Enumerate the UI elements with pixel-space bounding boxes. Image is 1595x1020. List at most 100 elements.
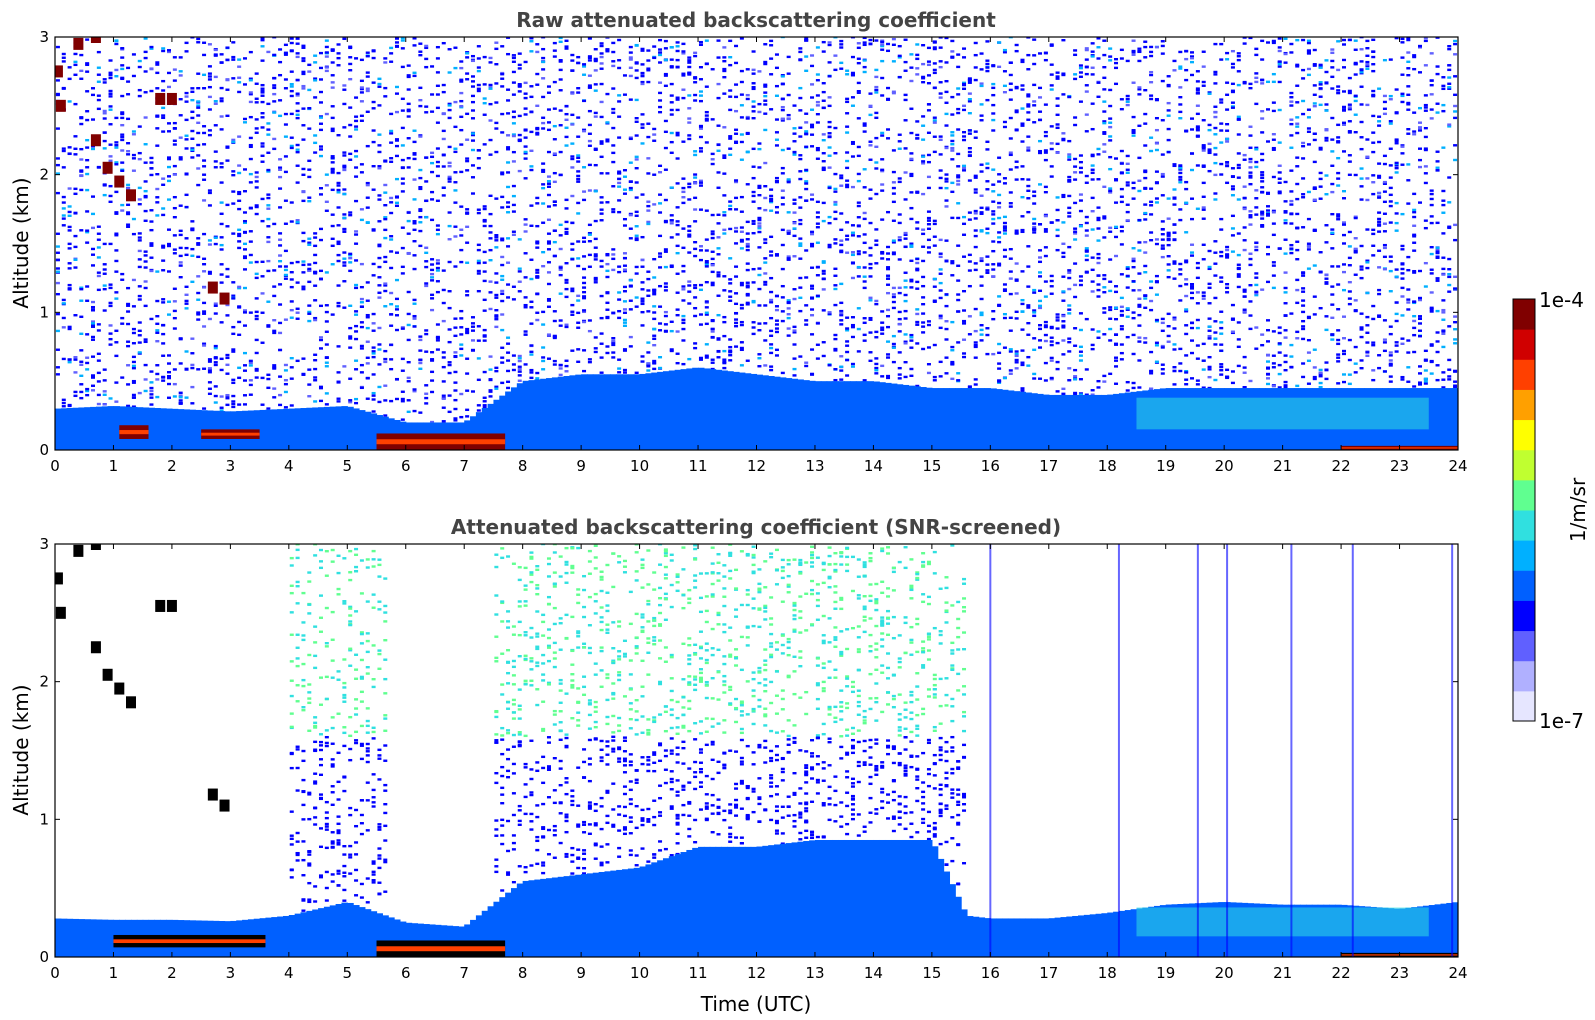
- top-noise-speckle: [447, 410, 452, 414]
- top-noise-speckle: [856, 57, 861, 60]
- top-noise-speckle: [295, 37, 300, 40]
- top-noise-speckle: [710, 257, 715, 261]
- top-noise-speckle: [921, 192, 926, 196]
- top-noise-speckle: [424, 332, 429, 336]
- top-noise-speckle: [1119, 172, 1124, 175]
- top-noise-speckle: [897, 351, 902, 354]
- top-noise-speckle: [745, 117, 750, 120]
- top-noise-speckle: [453, 407, 458, 411]
- top-noise-speckle: [646, 270, 651, 273]
- top-noise-speckle: [798, 196, 803, 199]
- top-noise-speckle: [1178, 168, 1183, 171]
- top-noise-speckle: [693, 51, 698, 55]
- top-noise-speckle: [576, 135, 581, 138]
- top-noise-speckle: [558, 223, 563, 227]
- top-noise-speckle: [506, 201, 511, 204]
- top-noise-speckle: [482, 102, 487, 105]
- top-noise-speckle: [710, 213, 715, 217]
- top-noise-speckle: [1131, 289, 1136, 292]
- top-noise-speckle: [611, 41, 616, 45]
- top-noise-speckle: [166, 374, 171, 378]
- top-noise-speckle: [564, 39, 569, 42]
- top-noise-speckle: [845, 185, 850, 189]
- top-noise-speckle: [1002, 283, 1007, 286]
- top-noise-speckle: [938, 60, 943, 63]
- top-noise-speckle: [967, 81, 972, 84]
- top-noise-speckle: [634, 214, 639, 217]
- top-noise-speckle: [1119, 313, 1124, 317]
- top-noise-speckle: [1096, 206, 1101, 209]
- top-noise-speckle: [371, 229, 376, 232]
- top-noise-speckle: [640, 123, 645, 126]
- top-noise-speckle: [926, 246, 931, 249]
- top-noise-speckle: [932, 150, 937, 154]
- top-noise-speckle: [628, 188, 633, 192]
- top-noise-speckle: [131, 355, 136, 359]
- top-noise-speckle: [804, 69, 809, 73]
- top-noise-speckle: [79, 174, 84, 178]
- top-noise-speckle: [1078, 160, 1083, 164]
- top-noise-speckle: [500, 237, 505, 240]
- top-noise-speckle: [61, 326, 66, 329]
- top-noise-speckle: [447, 161, 452, 165]
- top-noise-speckle: [143, 70, 148, 73]
- top-noise-speckle: [874, 145, 879, 148]
- top-noise-speckle: [658, 91, 663, 95]
- top-noise-speckle: [295, 150, 300, 154]
- top-noise-speckle: [1032, 62, 1037, 66]
- top-noise-speckle: [1090, 171, 1095, 175]
- top-noise-speckle: [237, 58, 242, 61]
- top-noise-speckle: [1149, 350, 1154, 354]
- top-noise-speckle: [698, 147, 703, 150]
- top-noise-speckle: [120, 112, 125, 116]
- top-noise-speckle: [763, 112, 768, 115]
- top-noise-speckle: [149, 370, 154, 373]
- top-noise-speckle: [225, 267, 230, 271]
- top-noise-speckle: [1067, 139, 1072, 143]
- top-noise-speckle: [1002, 376, 1007, 380]
- top-noise-speckle: [231, 170, 236, 173]
- top-noise-speckle: [155, 315, 160, 318]
- top-noise-speckle: [172, 248, 177, 251]
- top-noise-speckle: [576, 156, 581, 160]
- top-noise-speckle: [868, 359, 873, 362]
- top-noise-speckle: [944, 61, 949, 64]
- top-noise-speckle: [850, 74, 855, 77]
- top-noise-speckle: [751, 87, 756, 91]
- top-noise-speckle: [254, 118, 259, 121]
- top-noise-speckle: [950, 260, 955, 263]
- top-noise-speckle: [634, 371, 639, 374]
- top-noise-speckle: [529, 322, 534, 325]
- top-noise-speckle: [237, 286, 242, 290]
- top-noise-speckle: [90, 335, 95, 339]
- top-noise-speckle: [225, 397, 230, 400]
- top-noise-speckle: [932, 119, 937, 122]
- top-noise-speckle: [424, 282, 429, 285]
- top-noise-speckle: [891, 90, 896, 93]
- top-noise-speckle: [751, 110, 756, 113]
- top-noise-speckle: [722, 194, 727, 197]
- top-noise-speckle: [90, 355, 95, 358]
- top-noise-speckle: [897, 291, 902, 295]
- top-noise-speckle: [891, 219, 896, 222]
- top-noise-speckle: [166, 179, 171, 183]
- top-noise-speckle: [786, 72, 791, 75]
- top-noise-speckle: [991, 217, 996, 221]
- top-noise-speckle: [617, 367, 622, 370]
- top-noise-speckle: [1119, 243, 1124, 246]
- top-noise-speckle: [529, 165, 534, 168]
- top-noise-speckle: [663, 265, 668, 269]
- top-noise-speckle: [342, 216, 347, 220]
- top-noise-speckle: [675, 233, 680, 236]
- top-noise-speckle: [447, 116, 452, 120]
- top-noise-speckle: [640, 71, 645, 75]
- top-noise-speckle: [921, 321, 926, 324]
- top-noise-speckle: [897, 133, 902, 136]
- top-noise-speckle: [190, 147, 195, 150]
- top-noise-speckle: [658, 51, 663, 54]
- top-noise-speckle: [1032, 348, 1037, 352]
- top-noise-speckle: [1014, 361, 1019, 364]
- top-noise-speckle: [1114, 254, 1119, 258]
- top-noise-speckle: [108, 337, 113, 341]
- top-noise-speckle: [763, 62, 768, 66]
